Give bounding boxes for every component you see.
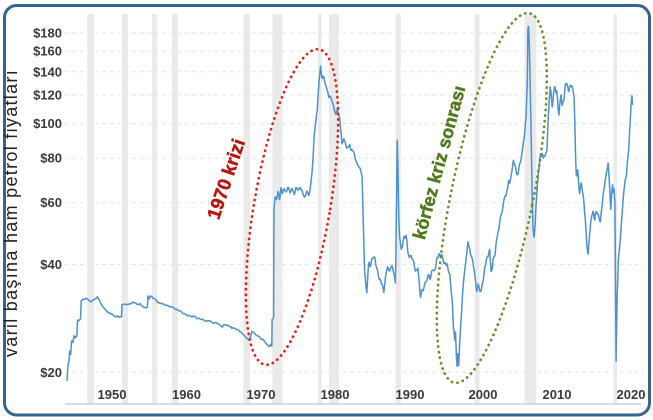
svg-text:$80: $80 — [40, 151, 62, 166]
svg-text:2020: 2020 — [617, 387, 646, 402]
svg-text:$100: $100 — [33, 116, 62, 131]
svg-text:$140: $140 — [33, 64, 62, 79]
svg-text:$20: $20 — [40, 365, 62, 380]
svg-text:2000: 2000 — [469, 387, 498, 402]
svg-text:1990: 1990 — [396, 387, 425, 402]
svg-text:1950: 1950 — [98, 387, 127, 402]
svg-text:$60: $60 — [40, 195, 62, 210]
svg-text:$160: $160 — [33, 44, 62, 59]
svg-text:$180: $180 — [33, 26, 62, 41]
svg-text:1980: 1980 — [321, 387, 350, 402]
svg-text:$40: $40 — [40, 257, 62, 272]
svg-text:varil başına ham petrol fiyatl: varil başına ham petrol fiyatları — [1, 69, 21, 357]
svg-text:1970: 1970 — [247, 387, 276, 402]
svg-text:$120: $120 — [33, 88, 62, 103]
svg-text:1960: 1960 — [172, 387, 201, 402]
svg-text:2010: 2010 — [543, 387, 572, 402]
